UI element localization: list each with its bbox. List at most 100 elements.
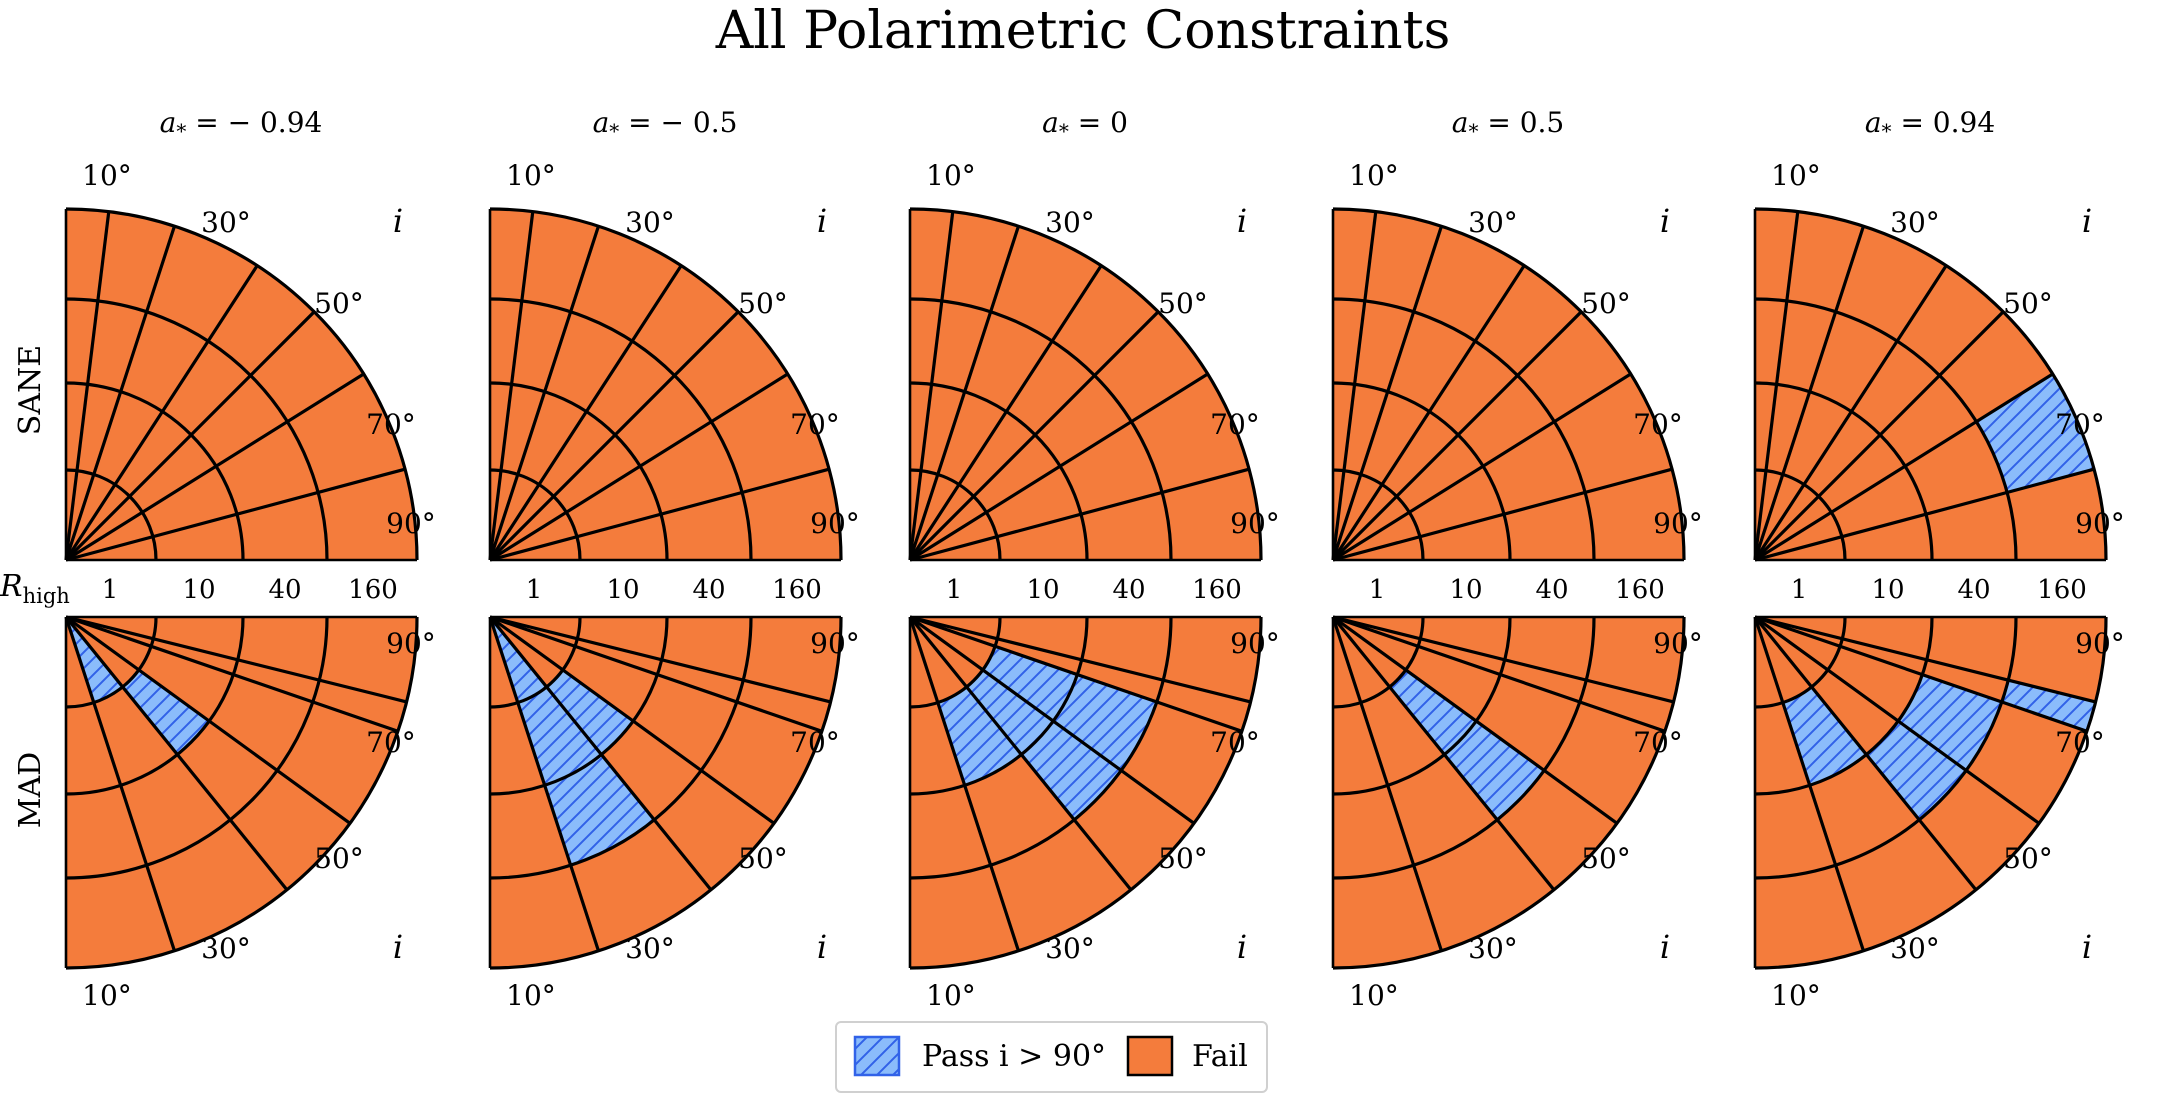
grid-arc (1332, 381, 1512, 561)
grid-arc (65, 297, 329, 561)
radial-tick-label: 10 (1871, 575, 1904, 605)
angle-tick-label: 50° (2003, 842, 2053, 875)
angle-tick-label: 10° (1771, 159, 1821, 192)
grid-arc (489, 616, 582, 709)
grid-arc (1754, 468, 1847, 561)
column-label: a* = 0.94 (1865, 106, 1995, 143)
column-label-sub: * (609, 119, 619, 143)
radial-tick-label: 160 (2037, 575, 2087, 605)
pass-cell (517, 686, 602, 786)
angle-tick-label: 50° (1158, 842, 1208, 875)
angle-tick-label: 70° (366, 408, 416, 441)
sane-panel: 10° 30° 50° 70° 90° i (488, 159, 860, 562)
legend-swatch-pass (853, 1035, 901, 1077)
angle-tick-label: 10° (82, 159, 132, 192)
column-label-var: a (1865, 106, 1882, 139)
column-label: a* = − 0.94 (160, 106, 323, 143)
angle-tick-label: 70° (1210, 726, 1260, 759)
angle-tick-label: 10° (1349, 979, 1399, 1012)
pass-cell (1389, 669, 1477, 755)
angular-axis-label: i (393, 202, 403, 240)
grid-arc (1754, 616, 1934, 796)
angle-tick-label: 10° (506, 979, 556, 1012)
column-label-var: a (160, 106, 177, 139)
grid-arc (909, 616, 1263, 970)
grid-arc (489, 616, 753, 880)
angle-tick-label: 70° (1210, 408, 1260, 441)
angular-axis-label: i (1660, 928, 1670, 966)
mad-panel: 10° 30° 50° 70° 90° i (1331, 615, 1703, 1012)
radial-tick-label: 40 (1957, 575, 1990, 605)
chart-title: All Polarimetric Constraints (715, 1, 1451, 61)
angular-axis-label: i (817, 202, 827, 240)
angle-tick-label: 50° (314, 842, 364, 875)
grid-arc (909, 616, 1002, 709)
angle-tick-label: 90° (2075, 507, 2125, 540)
angular-axis-label: i (817, 928, 827, 966)
pass-cell (1866, 721, 1967, 820)
grid-arc (65, 381, 245, 561)
radial-tick-label: 1 (1791, 575, 1808, 605)
fail-region (66, 617, 417, 968)
angle-tick-label: 90° (386, 627, 436, 660)
grid-arc (65, 616, 158, 709)
grid-arc (1754, 616, 2018, 880)
angle-tick-label: 70° (1633, 408, 1683, 441)
mad-panel: 10° 30° 50° 70° 90° i (488, 615, 860, 1012)
grid-arc (1754, 616, 2108, 970)
angle-tick-label: 90° (810, 507, 860, 540)
angle-tick-label: 50° (314, 287, 364, 320)
radial-axis-label: Rhigh (0, 569, 70, 608)
mad-panel: 10° 30° 50° 70° 90° i (908, 615, 1280, 1012)
radial-axis-var: R (0, 569, 23, 604)
radial-tick-label: 10 (1026, 575, 1059, 605)
angular-axis-label: i (1237, 202, 1247, 240)
legend-label-pass: Pass i > 90° (922, 1039, 1106, 1074)
grid-arc (909, 381, 1089, 561)
column-group: a* = 0.5 10° 30° 50° 70° 90° i 10° 30° 50° 70° 90° i… (1331, 106, 1703, 1012)
angle-tick-label: 90° (1230, 507, 1280, 540)
angle-tick-label: 70° (790, 726, 840, 759)
grid-arc (1332, 616, 1425, 709)
angle-tick-label: 70° (790, 408, 840, 441)
angle-tick-label: 10° (926, 159, 976, 192)
grid-arc (1754, 297, 2018, 561)
column-label: a* = 0.5 (1452, 106, 1565, 143)
column-label-value: = 0.94 (1892, 106, 1996, 139)
grid-arc (489, 381, 669, 561)
column-group: a* = − 0.5 10° 30° 50° 70° 90° i 10° 30° 50° 70° 90… (488, 106, 860, 1012)
row-label-mad: MAD (13, 752, 48, 828)
legend: Pass i > 90° Fail (835, 1021, 1268, 1093)
sane-panel: 10° 30° 50° 70° 90° i (64, 159, 436, 562)
legend-label-fail: Fail (1192, 1039, 1248, 1074)
angle-tick-label: 10° (506, 159, 556, 192)
legend-swatch-fail (1126, 1035, 1174, 1077)
radial-tick-label: 160 (348, 575, 398, 605)
pass-cell (66, 617, 123, 703)
angle-tick-label: 30° (1468, 932, 1518, 965)
pass-cell (937, 686, 1022, 786)
angle-tick-label: 50° (1581, 842, 1631, 875)
pass-cell (966, 669, 1054, 755)
grid-arc (909, 616, 1089, 796)
angle-tick-label: 50° (738, 842, 788, 875)
angle-tick-label: 70° (2055, 408, 2105, 441)
angular-axis-label: i (1237, 928, 1247, 966)
angle-tick-label: 50° (1158, 287, 1208, 320)
radial-tick-label: 10 (182, 575, 215, 605)
pass-cell (1053, 674, 1157, 771)
sane-panel: 10° 30° 50° 70° 90° i (1753, 159, 2125, 562)
angle-tick-label: 30° (201, 206, 251, 239)
radial-tick-label: 160 (1615, 575, 1665, 605)
column-group: a* = 0.94 10° 30° 50° 70° 90° i 10° 30° 50° 70° 90°… (1753, 106, 2125, 1012)
pass-cell (122, 669, 210, 755)
grid-arc (1332, 616, 1512, 796)
angular-axis-label: i (2082, 202, 2092, 240)
pass-cell (1782, 686, 1867, 786)
fail-region (490, 617, 841, 968)
column-label: a* = 0 (1042, 106, 1128, 143)
grid-arc (489, 616, 843, 970)
grid-arc (1332, 468, 1425, 561)
column-label-value: = 0.5 (1478, 106, 1564, 139)
grid-arc (65, 207, 419, 561)
